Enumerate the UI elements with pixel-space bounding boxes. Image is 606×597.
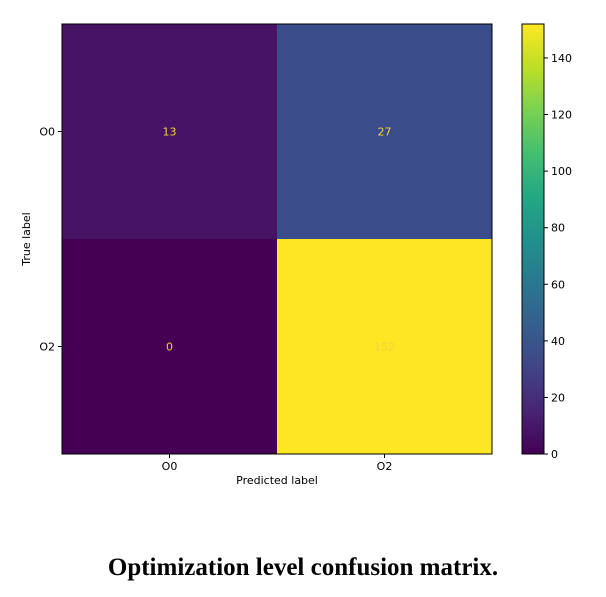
matrix-cell-O2-O2 (277, 239, 492, 454)
cell-value-O2-O0: 0 (166, 341, 173, 354)
colorbar-tick-label: 80 (551, 222, 565, 235)
colorbar-tick-label: 120 (551, 109, 572, 122)
y-tick-label: O2 (39, 341, 55, 354)
matrix-cell-O0-O0 (62, 24, 277, 239)
matrix-frame (61, 23, 493, 455)
x-axis-label: Predicted label (236, 474, 318, 487)
matrix-cells (62, 24, 492, 454)
colorbar-tick-label: 100 (551, 165, 572, 178)
x-tick-label: O0 (162, 460, 178, 473)
matrix-cell-labels: 13 27 0 152 (163, 126, 396, 354)
colorbar-tick-label: 40 (551, 335, 565, 348)
colorbar-tick-label: 140 (551, 52, 572, 65)
cell-value-O2-O2: 152 (374, 341, 395, 354)
x-tick-label: O2 (377, 460, 393, 473)
y-axis-ticks: O0 O2 (39, 126, 62, 354)
cell-value-O0-O2: 27 (378, 126, 392, 139)
matrix-cell-O0-O2 (277, 24, 492, 239)
cell-value-O0-O0: 13 (163, 126, 177, 139)
figure-caption: Optimization level confusion matrix. (107, 554, 499, 581)
x-axis-ticks: O0 O2 (162, 454, 393, 473)
matrix-cell-O2-O0 (62, 239, 277, 454)
y-axis-label: True label (20, 212, 33, 266)
colorbar-tick-label: 60 (551, 278, 565, 291)
colorbar-tick-label: 0 (551, 448, 558, 461)
y-tick-label: O0 (39, 126, 55, 139)
confusion-matrix-chart: 13 27 0 152 O0 O2 O0 O2 Predicted label True … (20, 23, 572, 487)
colorbar-tick-label: 20 (551, 391, 565, 404)
colorbar-ticks: 0 20 40 60 80 100 120 140 (544, 52, 572, 461)
colorbar (521, 23, 545, 455)
